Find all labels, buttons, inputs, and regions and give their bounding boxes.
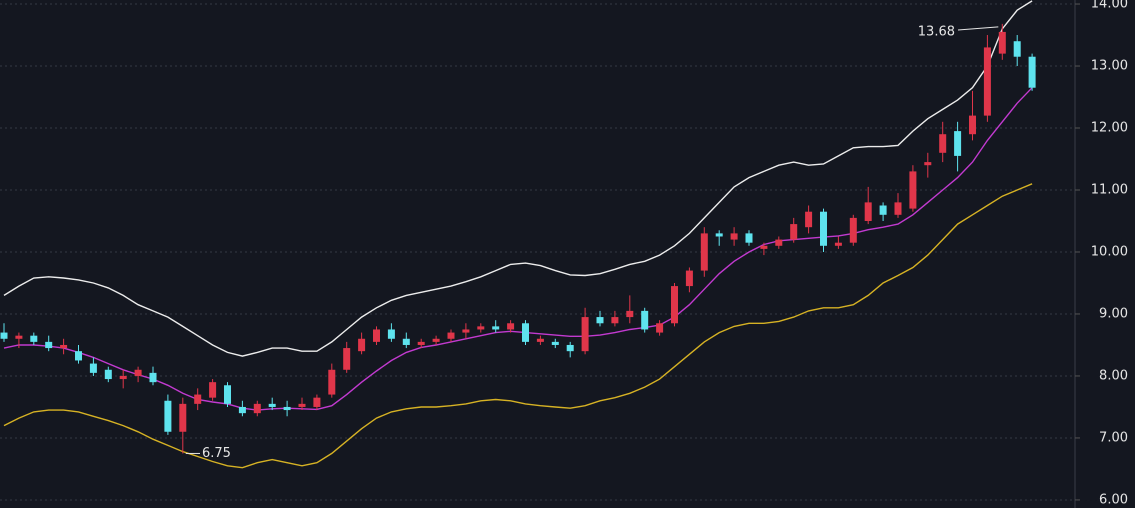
candle-body bbox=[581, 317, 589, 352]
candle-body bbox=[417, 341, 425, 345]
candles bbox=[0, 23, 1036, 454]
y-tick-label: 11.00 bbox=[1091, 182, 1128, 197]
candle-body bbox=[536, 338, 544, 342]
candle-body bbox=[715, 233, 723, 237]
candle-body bbox=[268, 403, 276, 407]
candle-body bbox=[30, 335, 38, 342]
candle-body bbox=[864, 202, 872, 221]
candle-body bbox=[760, 245, 768, 249]
candle-body bbox=[834, 242, 842, 246]
candle-body bbox=[75, 351, 82, 361]
candle-body bbox=[253, 403, 261, 414]
candle-body bbox=[745, 233, 753, 243]
candle-body bbox=[492, 326, 500, 330]
candle-body bbox=[820, 211, 827, 246]
bands bbox=[3, 0, 1033, 469]
candle-body bbox=[1013, 41, 1021, 57]
candle-body bbox=[969, 115, 976, 135]
high-annotation: 13.68 bbox=[918, 25, 955, 40]
candle-body bbox=[104, 369, 112, 380]
candle-body bbox=[983, 47, 991, 116]
candle-body bbox=[909, 171, 917, 209]
candle-body bbox=[671, 286, 678, 324]
candle-body bbox=[298, 403, 306, 407]
candle-body bbox=[15, 335, 23, 339]
candle-body bbox=[730, 233, 738, 240]
candle-body bbox=[1028, 56, 1036, 88]
candle-body bbox=[283, 406, 291, 411]
candle-body bbox=[879, 205, 887, 215]
candle-body bbox=[194, 394, 202, 404]
candle-body bbox=[134, 369, 142, 376]
candle-body bbox=[700, 233, 708, 271]
y-tick-label: 8.00 bbox=[1099, 368, 1128, 383]
candle-body bbox=[939, 134, 947, 153]
low-annotation: 6.75 bbox=[202, 446, 231, 461]
candle-body bbox=[477, 326, 485, 330]
candle-body bbox=[0, 332, 8, 339]
candle-body bbox=[894, 202, 902, 215]
candle-body bbox=[164, 400, 172, 432]
candle-body bbox=[402, 338, 410, 345]
candle-body bbox=[447, 332, 455, 339]
candle-body bbox=[775, 239, 783, 246]
candle-body bbox=[224, 385, 231, 404]
candle-body bbox=[149, 372, 157, 383]
candle-body bbox=[522, 323, 529, 342]
candle-body bbox=[790, 224, 798, 240]
candle-body bbox=[209, 382, 217, 398]
y-tick-label: 9.00 bbox=[1099, 306, 1128, 321]
candle-body bbox=[566, 344, 574, 352]
candle-body bbox=[641, 310, 649, 330]
band-line bbox=[3, 183, 1033, 469]
annotations: 13.68 6.75 bbox=[185, 25, 999, 461]
y-tick-label: 6.00 bbox=[1099, 492, 1128, 507]
candle-body bbox=[954, 131, 962, 156]
candle-body bbox=[685, 270, 693, 287]
y-tick-label: 7.00 bbox=[1099, 430, 1128, 445]
candle-body bbox=[60, 344, 68, 349]
candle-body bbox=[849, 217, 857, 243]
y-tick-label: 12.00 bbox=[1091, 121, 1128, 136]
candle-body bbox=[358, 338, 366, 352]
candle-body bbox=[179, 403, 187, 432]
candle-body bbox=[89, 363, 97, 373]
candle-body bbox=[387, 329, 395, 339]
candle-body bbox=[551, 341, 559, 345]
y-tick-label: 14.00 bbox=[1091, 0, 1128, 12]
candle-body bbox=[596, 317, 604, 324]
candle-body bbox=[45, 341, 53, 349]
candle-body bbox=[507, 323, 515, 330]
candle-body bbox=[432, 338, 440, 342]
candle-body bbox=[805, 211, 813, 228]
y-tick-label: 10.00 bbox=[1091, 244, 1128, 259]
candle-body bbox=[998, 31, 1006, 54]
candle-body bbox=[626, 310, 634, 318]
candle-body bbox=[611, 317, 619, 324]
candle-body bbox=[238, 406, 246, 414]
candle-body bbox=[343, 348, 351, 370]
y-tick-label: 13.00 bbox=[1091, 59, 1128, 74]
candle-body bbox=[462, 329, 470, 333]
annotation-arrow bbox=[957, 26, 999, 31]
candle-body bbox=[328, 369, 336, 395]
band-line bbox=[3, 0, 1033, 357]
candle-body bbox=[119, 375, 127, 380]
candle-body bbox=[373, 329, 380, 342]
candle-body bbox=[313, 397, 321, 407]
candle-body bbox=[656, 323, 664, 333]
candle-body bbox=[924, 162, 932, 166]
band-line bbox=[3, 87, 1033, 411]
